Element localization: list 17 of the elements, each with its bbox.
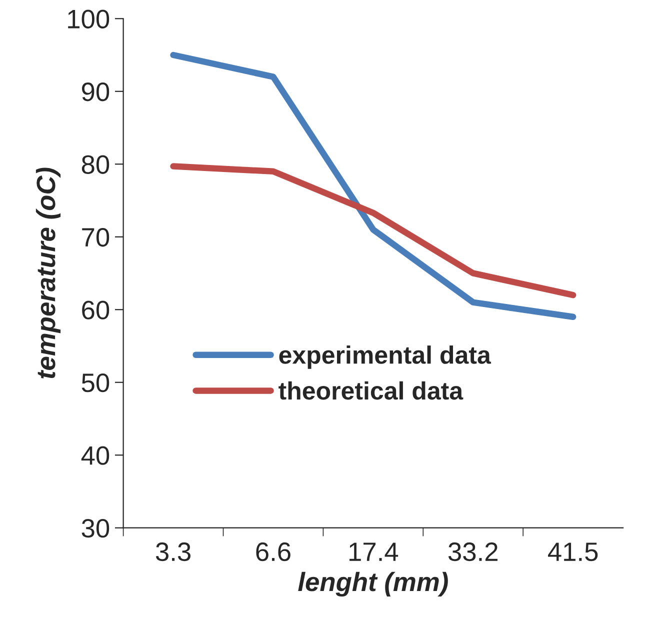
y-tick-label: 40 [81,446,110,465]
y-tick-label: 50 [82,373,110,392]
y-tick-label: 100 [68,10,110,28]
y-tick-label: 90 [82,82,110,102]
x-tick-label: 3.3 [156,542,190,562]
y-tick-label: 70 [82,228,110,247]
x-axis-title: lenght (mm) [298,572,448,596]
x-tick-label: 33.2 [448,542,498,562]
y-axis-title: temperature (oC) [36,168,61,378]
y-tick-label: 60 [82,300,110,320]
x-tick-label: 6.6 [256,542,290,562]
x-tick-label: 41.5 [548,542,598,562]
x-tick-label: 17.4 [350,542,398,561]
y-tick-label: 30 [82,518,110,538]
legend-label: experimental data [279,346,492,369]
y-tick-label: 80 [82,155,110,174]
legend-label: theoretical data [278,381,464,400]
